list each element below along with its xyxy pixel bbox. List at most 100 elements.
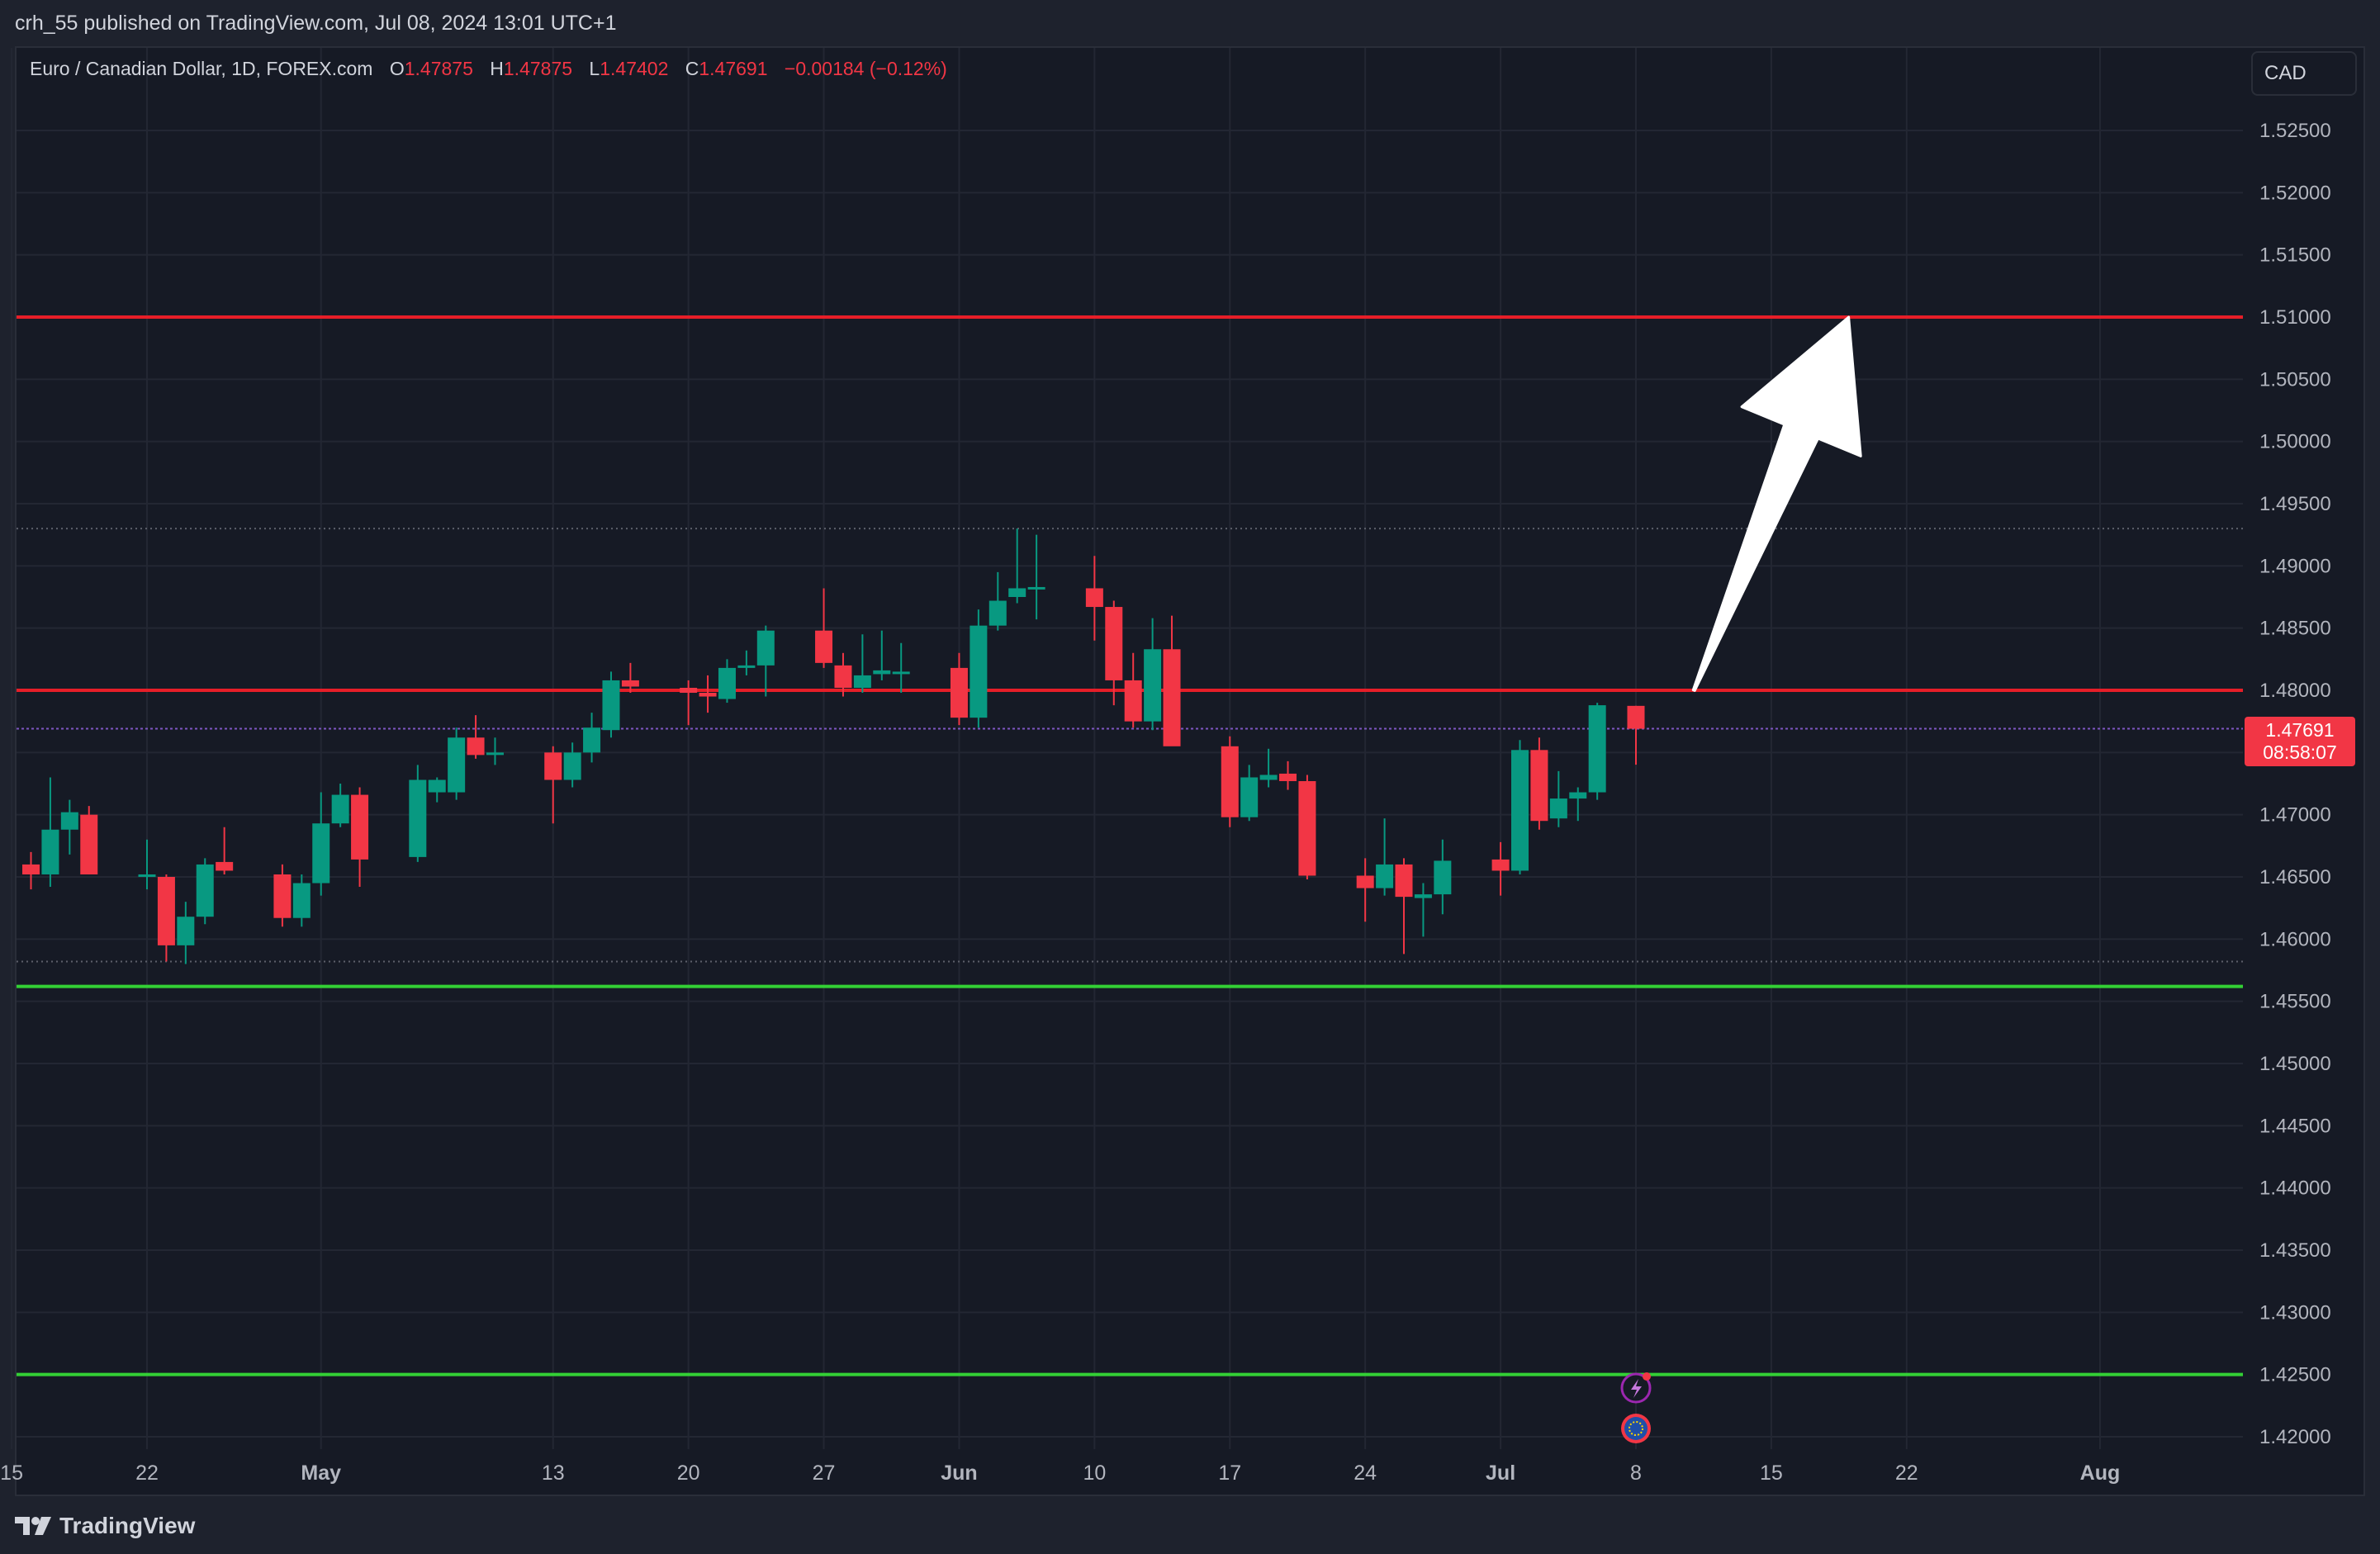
candle-down	[216, 861, 234, 871]
candle-up	[1240, 777, 1259, 817]
last-price-value: 1.47691	[2265, 719, 2334, 741]
candle-down	[1085, 588, 1103, 608]
eu-flag-event-icon[interactable]	[1621, 1414, 1651, 1443]
price-tick-label: 1.50500	[2259, 368, 2331, 391]
candle-down	[1163, 649, 1181, 746]
candle-up	[1511, 750, 1529, 871]
chart-pane[interactable]	[15, 46, 2365, 1496]
last-price-tag: 1.47691 08:58:07	[2245, 717, 2355, 766]
price-tick-label: 1.49000	[2259, 555, 2331, 577]
candle-up	[292, 883, 311, 918]
time-tick-label: 22	[135, 1462, 159, 1485]
price-axis[interactable]: 1.52500 1.52000 1.51500 1.51000 1.50500 1.500…	[2259, 120, 2331, 1448]
candle-down	[80, 814, 98, 874]
price-tick-label: 1.44000	[2259, 1177, 2331, 1200]
candle-down	[1356, 875, 1374, 888]
low-label: L	[589, 58, 600, 79]
candle-up	[409, 779, 427, 857]
open-value: 1.47875	[404, 58, 473, 79]
time-tick-label: 8	[1630, 1462, 1642, 1485]
horizontal-levels[interactable]	[17, 315, 2243, 1376]
price-tick-label: 1.50000	[2259, 431, 2331, 453]
price-tick-label: 1.42500	[2259, 1364, 2331, 1386]
change-value: −0.00184 (−0.12%)	[784, 58, 947, 79]
candle-down	[834, 665, 852, 688]
candle-down	[1279, 773, 1297, 781]
tradingview-logo-icon	[15, 1517, 51, 1535]
candle-up	[873, 670, 891, 675]
candle-up	[602, 680, 620, 731]
candle-up	[428, 779, 446, 793]
time-tick-label: 15	[0, 1462, 23, 1485]
candle-up	[737, 665, 756, 668]
candle-down	[950, 667, 968, 718]
last-price-tag-bg	[2245, 717, 2355, 766]
arrow-drawing[interactable]	[1691, 315, 1862, 692]
candle-up	[970, 625, 988, 718]
symbol-legend[interactable]: Euro / Canadian Dollar, 1D, FOREX.com O1…	[30, 58, 947, 80]
candle-up	[1027, 586, 1045, 590]
candle-down	[1530, 750, 1548, 822]
candle-down	[467, 737, 485, 756]
time-tick-label: 13	[542, 1462, 565, 1485]
published-caption: crh_55 published on TradingView.com, Jul…	[15, 12, 617, 35]
candle-up	[1588, 705, 1606, 793]
high-value: 1.47875	[503, 58, 573, 79]
high-label: H	[490, 58, 504, 79]
candle-down	[1395, 864, 1413, 898]
price-tick-label: 1.48000	[2259, 680, 2331, 702]
candle-up	[1414, 894, 1432, 898]
candle-down	[815, 630, 833, 663]
time-tick-label: 10	[1083, 1462, 1106, 1485]
time-tick-label: 17	[1218, 1462, 1241, 1485]
candle-up	[486, 752, 504, 756]
candle-up	[448, 737, 466, 793]
time-tick-label: Jul	[1486, 1462, 1515, 1485]
time-tick-label: 20	[677, 1462, 700, 1485]
candle-up	[177, 917, 195, 945]
price-tick-label: 1.52500	[2259, 120, 2331, 142]
price-tick-label: 1.47000	[2259, 804, 2331, 827]
up-arrow-shape[interactable]	[1691, 315, 1862, 692]
lightning-event-icon[interactable]	[1620, 1372, 1652, 1404]
candle-down	[699, 693, 717, 697]
candle-down	[1105, 607, 1123, 680]
price-tick-label: 1.49500	[2259, 493, 2331, 515]
candle-up	[1549, 798, 1567, 819]
candles	[22, 528, 1645, 964]
candle-up	[718, 667, 736, 699]
open-label: O	[389, 58, 405, 79]
candle-up	[989, 600, 1007, 626]
candle-up	[1008, 588, 1026, 597]
time-tick-label: 22	[1895, 1462, 1918, 1485]
candle-down	[1627, 705, 1645, 729]
candle-up	[1376, 864, 1394, 888]
candle-down	[1124, 680, 1142, 722]
candle-up	[1434, 860, 1452, 895]
price-tick-label: 1.46500	[2259, 866, 2331, 888]
brand-name: TradingView	[59, 1513, 196, 1538]
close-value: 1.47691	[699, 58, 768, 79]
candle-up	[196, 864, 214, 917]
price-tick-label: 1.51500	[2259, 244, 2331, 267]
candle-down	[273, 874, 292, 918]
tradingview-brand[interactable]: TradingView	[15, 1509, 195, 1542]
symbol-name[interactable]: Euro / Canadian Dollar, 1D, FOREX.com	[30, 58, 373, 79]
candle-down	[1221, 746, 1239, 817]
candle-up	[1259, 775, 1278, 780]
price-tick-label: 1.46000	[2259, 928, 2331, 950]
countdown-timer: 08:58:07	[2263, 741, 2337, 763]
time-axis[interactable]: 15 22 May 13 20 27 Jun 10 17 24 Jul 8 15 22 Aug	[0, 1462, 2120, 1485]
candle-up	[312, 823, 330, 884]
time-tick-label: 24	[1354, 1462, 1377, 1485]
close-label: C	[685, 58, 699, 79]
event-markers[interactable]	[1620, 1372, 1652, 1443]
currency-button[interactable]: CAD	[2251, 51, 2357, 96]
candle-down	[544, 752, 562, 780]
candle-up	[1569, 792, 1587, 799]
candle-down	[1491, 859, 1510, 871]
price-tick-label: 1.45500	[2259, 991, 2331, 1013]
price-tick-label: 1.52000	[2259, 182, 2331, 204]
price-tick-label: 1.48500	[2259, 618, 2331, 640]
